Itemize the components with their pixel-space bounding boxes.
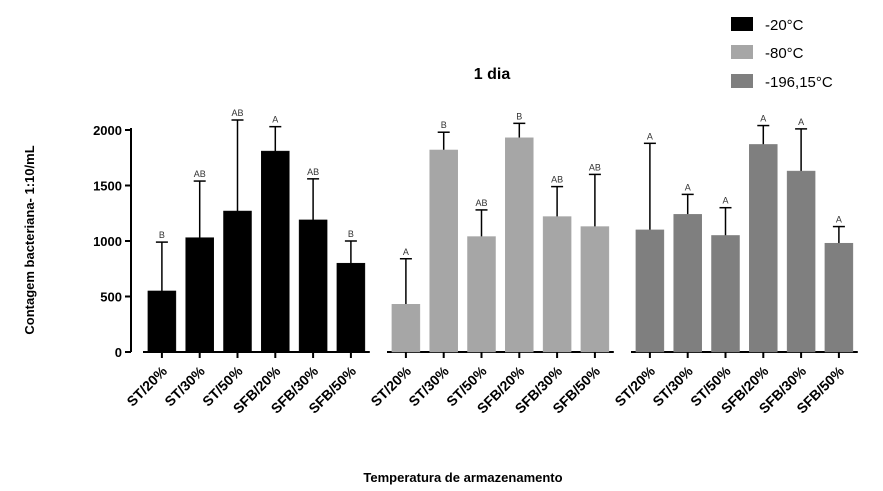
significance-label: AB [307,167,319,177]
bar [467,236,496,353]
bar [673,214,702,353]
bar [542,216,572,353]
significance-label: AB [194,169,206,179]
category-label: ST/30% [161,362,208,409]
chart-title: 1 dia [474,66,511,83]
significance-label: B [348,229,354,239]
significance-label: A [760,114,766,124]
y-tick-label-1000: 1000 [93,234,122,249]
bar [786,170,816,353]
bar [580,226,610,353]
significance-label: A [722,196,728,206]
bar [147,290,177,353]
y-axis-title: Contagem bacteriana- 1:10/mL [22,145,37,334]
legend-label: -20°C [765,17,804,34]
category-label: ST/20% [367,362,414,409]
significance-label: B [159,230,165,240]
legend-label: -196,15°C [765,74,833,91]
bar [336,262,366,353]
significance-label: AB [589,162,601,172]
bar [749,144,778,353]
bar [505,137,534,353]
legend-swatch [731,17,753,31]
significance-label: B [441,120,447,130]
y-tick-label-2000: 2000 [93,123,122,138]
significance-label: A [685,182,691,192]
bar [429,149,458,353]
bar [711,235,740,353]
significance-label: AB [231,108,243,118]
category-label: ST/30% [405,362,452,409]
significance-label: B [516,111,522,121]
legend-swatch [731,45,753,59]
y-tick-label-1500: 1500 [93,179,122,194]
x-axis-title: Temperatura de armazenamento [363,470,562,485]
bar [824,242,854,353]
category-label: ST/20% [123,362,170,409]
y-tick-label-500: 500 [100,290,122,305]
bar [635,229,665,353]
bar [223,210,252,353]
bar [261,150,290,353]
significance-label: A [798,117,804,127]
bar [185,237,214,353]
legend-label: -80°C [765,45,804,62]
legend: -20°C -80°C -196,15°C [731,17,833,91]
category-label: ST/20% [611,362,658,409]
significance-label: A [836,215,842,225]
significance-label: A [647,131,653,141]
bar [298,219,328,353]
category-label: ST/30% [649,362,696,409]
significance-label: AB [475,198,487,208]
significance-label: A [272,115,278,125]
legend-swatch [731,74,753,88]
significance-label: A [403,247,409,257]
significance-label: AB [551,175,563,185]
plot-area: 0500100015002000BST/20%ABST/30%ABST/50%A… [93,108,858,416]
y-tick-label-0: 0 [115,345,122,360]
bar [391,304,421,353]
